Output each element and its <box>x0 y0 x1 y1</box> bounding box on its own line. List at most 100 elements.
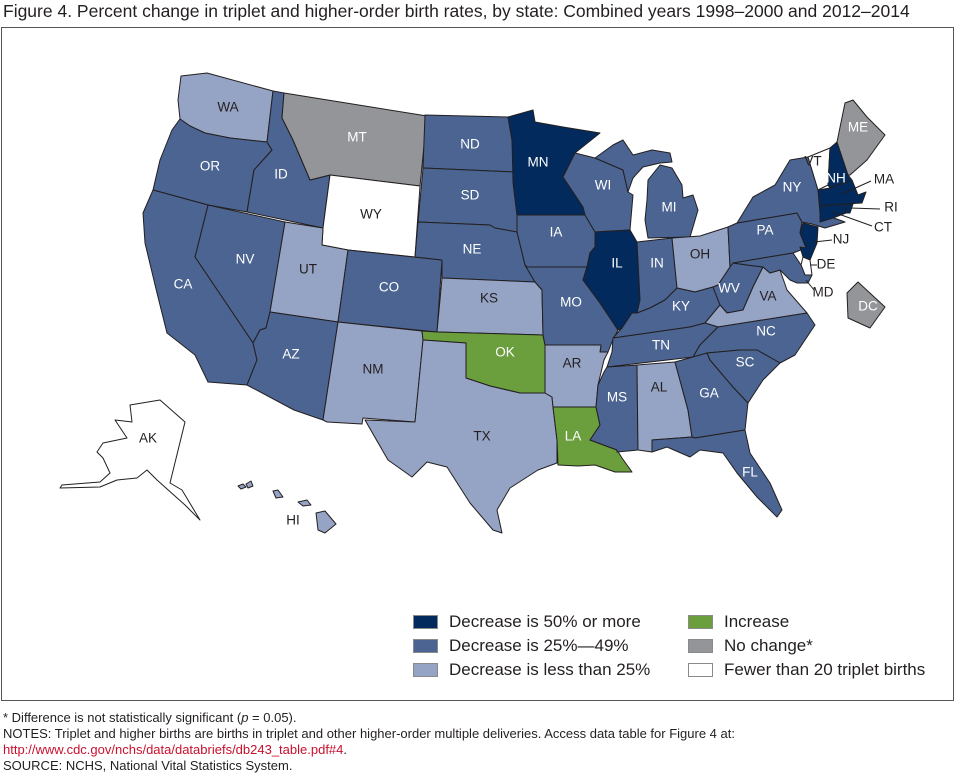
legend-item-dec-lt25: Decrease is less than 25% <box>413 660 650 680</box>
state-label-ct: CT <box>874 220 892 235</box>
state-shape <box>436 277 544 336</box>
state-label-ar: AR <box>563 356 582 371</box>
state-dc <box>846 281 886 329</box>
state-shape <box>315 510 337 534</box>
legend-item-dec25-49: Decrease is 25%—49% <box>413 636 629 656</box>
state-label-nj: NJ <box>833 232 850 247</box>
notes-line: NOTES: Triplet and higher births are bir… <box>3 726 735 741</box>
legend-label: Decrease is 25%—49% <box>449 636 629 655</box>
state-label-hi: HI <box>286 513 300 528</box>
state-shape <box>732 252 813 284</box>
legend-item-fewer20: Fewer than 20 triplet births <box>688 660 925 680</box>
state-ia <box>516 214 596 268</box>
link-line: http://www.cdc.gov/nchs/data/databriefs/… <box>3 742 735 758</box>
state-label-oh: OH <box>690 247 710 262</box>
state-ca <box>142 189 258 386</box>
legend-swatch <box>413 615 438 629</box>
legend-label: No change* <box>724 636 813 655</box>
state-label-mn: MN <box>528 155 549 170</box>
leader-line <box>805 279 815 291</box>
legend-swatch <box>688 663 713 677</box>
state-label-de: DE <box>817 257 836 272</box>
legend-item-dec50: Decrease is 50% or more <box>413 612 641 632</box>
state-tx <box>364 339 558 534</box>
state-label-ky: KY <box>672 299 690 314</box>
legend-label: Increase <box>724 612 790 631</box>
state-shape <box>836 99 886 176</box>
state-label-az: AZ <box>282 347 299 362</box>
data-table-link[interactable]: http://www.cdc.gov/nchs/data/databriefs/… <box>3 742 344 757</box>
state-shape <box>245 480 254 489</box>
legend-item-increase: Increase <box>688 612 789 632</box>
state-label-me: ME <box>848 120 868 135</box>
state-ak <box>59 399 201 521</box>
state-label-ia: IA <box>550 225 563 240</box>
state-label-wi: WI <box>595 178 612 193</box>
legend-swatch <box>688 615 713 629</box>
notes: * Difference is not statistically signif… <box>3 710 735 774</box>
legend-item-no-change: No change* <box>688 636 813 656</box>
state-shape <box>819 203 847 223</box>
state-shape <box>846 281 886 329</box>
state-label-al: AL <box>651 380 668 395</box>
state-label-pa: PA <box>756 223 773 238</box>
link-period: . <box>343 742 348 757</box>
state-label-ks: KS <box>480 291 498 306</box>
state-label-ma: MA <box>874 172 894 187</box>
state-label-ga: GA <box>699 386 719 401</box>
leader-line <box>841 180 872 195</box>
state-shape <box>142 189 258 386</box>
state-shape <box>516 214 596 268</box>
state-label-vt: VT <box>804 154 821 169</box>
state-label-wv: WV <box>718 281 740 296</box>
source-line: SOURCE: NCHS, National Vital Statistics … <box>3 758 293 773</box>
state-label-fl: FL <box>742 465 758 480</box>
state-label-co: CO <box>379 280 399 295</box>
state-label-wa: WA <box>217 100 238 115</box>
state-label-md: MD <box>813 285 834 300</box>
state-shape <box>59 399 201 521</box>
state-hi <box>237 480 337 534</box>
state-shape <box>644 164 699 239</box>
footnote-text-end: = 0.05). <box>248 710 297 725</box>
state-shape <box>237 483 247 490</box>
state-shape <box>297 499 312 507</box>
state-label-la: LA <box>565 429 582 444</box>
state-label-nc: NC <box>756 324 776 339</box>
state-label-va: VA <box>759 289 776 304</box>
state-fl <box>651 429 783 518</box>
state-shape <box>272 489 284 499</box>
leader-line <box>813 239 833 243</box>
footnote-p: p <box>241 710 249 725</box>
state-me <box>836 99 886 176</box>
state-label-or: OR <box>200 159 221 174</box>
state-label-ri: RI <box>884 200 898 215</box>
state-shape <box>364 339 558 534</box>
state-ks <box>436 277 544 336</box>
state-ct <box>819 203 847 223</box>
state-label-ne: NE <box>463 242 482 257</box>
state-label-ms: MS <box>607 390 627 405</box>
state-label-dc: DC <box>858 299 878 314</box>
footnote-text: * Difference is not statistically signif… <box>3 710 242 725</box>
state-label-nv: NV <box>236 252 255 267</box>
map-frame <box>1 27 954 701</box>
state-label-tx: TX <box>473 429 490 444</box>
state-shape <box>706 349 781 404</box>
state-label-ut: UT <box>299 262 317 277</box>
state-label-mo: MO <box>560 295 582 310</box>
state-label-tn: TN <box>652 338 670 353</box>
legend-label: Decrease is 50% or more <box>449 612 641 631</box>
state-label-mi: MI <box>662 200 677 215</box>
legend-swatch <box>413 663 438 677</box>
state-mi <box>594 139 699 239</box>
state-label-id: ID <box>274 167 288 182</box>
figure-title: Figure 4. Percent change in triplet and … <box>3 1 910 21</box>
state-label-nd: ND <box>460 137 480 152</box>
state-label-ok: OK <box>495 345 515 360</box>
legend-swatch <box>688 639 713 653</box>
state-label-nh: NH <box>826 171 846 186</box>
state-shape <box>594 139 673 193</box>
footnote: * Difference is not statistically signif… <box>3 710 735 726</box>
